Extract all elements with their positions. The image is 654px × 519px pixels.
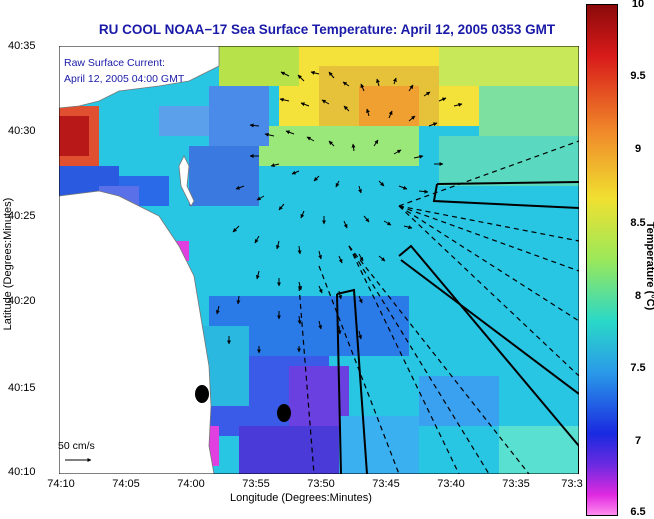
y-tick: 40:30	[8, 125, 36, 137]
colorbar	[586, 4, 618, 516]
colorbar-tick: 7.5	[630, 362, 646, 374]
y-axis-label: Latitude (Degrees:Minutes)	[2, 197, 14, 331]
overlay-line-2: April 12, 2005 04:00 GMT	[64, 73, 185, 85]
land-sandy-hook	[178, 155, 195, 207]
sst-map	[59, 46, 579, 474]
colorbar-tick: 8	[634, 290, 642, 302]
station-marker	[195, 385, 209, 403]
x-tick: 74:05	[112, 478, 140, 490]
land-new-jersey	[59, 190, 215, 474]
y-tick: 40:35	[8, 40, 36, 52]
x-tick: 73:45	[372, 478, 400, 490]
radial-lines	[298, 140, 579, 474]
survey-lines	[336, 181, 579, 474]
colorbar-tick: 9	[634, 143, 642, 155]
station-marker	[277, 404, 291, 422]
x-tick: 73:55	[242, 478, 270, 490]
x-tick: 73:3	[561, 478, 583, 490]
colorbar-tick: 10	[631, 0, 645, 10]
map-title: RU COOL NOAA−17 Sea Surface Temperature:…	[98, 22, 556, 37]
x-tick: 74:10	[47, 478, 75, 490]
land-staten-island	[59, 46, 220, 109]
colorbar-tick: 8.5	[630, 217, 646, 229]
y-tick: 40:20	[8, 295, 36, 307]
x-axis-label: Longitude (Degrees:Minutes)	[230, 492, 372, 504]
scale-label: 50 cm/s	[58, 440, 95, 452]
x-tick: 74:00	[177, 478, 205, 490]
y-tick: 40:25	[8, 210, 36, 222]
y-tick: 40:10	[8, 466, 36, 478]
current-overlay-label: Raw Surface Current: April 12, 2005 04:0…	[64, 55, 184, 87]
colorbar-tick: 6.5	[630, 506, 646, 518]
current-vectors	[215, 70, 463, 354]
x-tick: 73:50	[307, 478, 335, 490]
y-tick: 40:15	[8, 382, 36, 394]
colorbar-tick: 9.5	[630, 70, 646, 82]
x-tick: 73:40	[437, 478, 465, 490]
x-tick: 73:35	[502, 478, 530, 490]
overlay-line-1: Raw Surface Current:	[64, 57, 165, 69]
colorbar-tick: 7	[634, 435, 642, 447]
colorbar-label: Temperature (°C)	[644, 221, 654, 311]
